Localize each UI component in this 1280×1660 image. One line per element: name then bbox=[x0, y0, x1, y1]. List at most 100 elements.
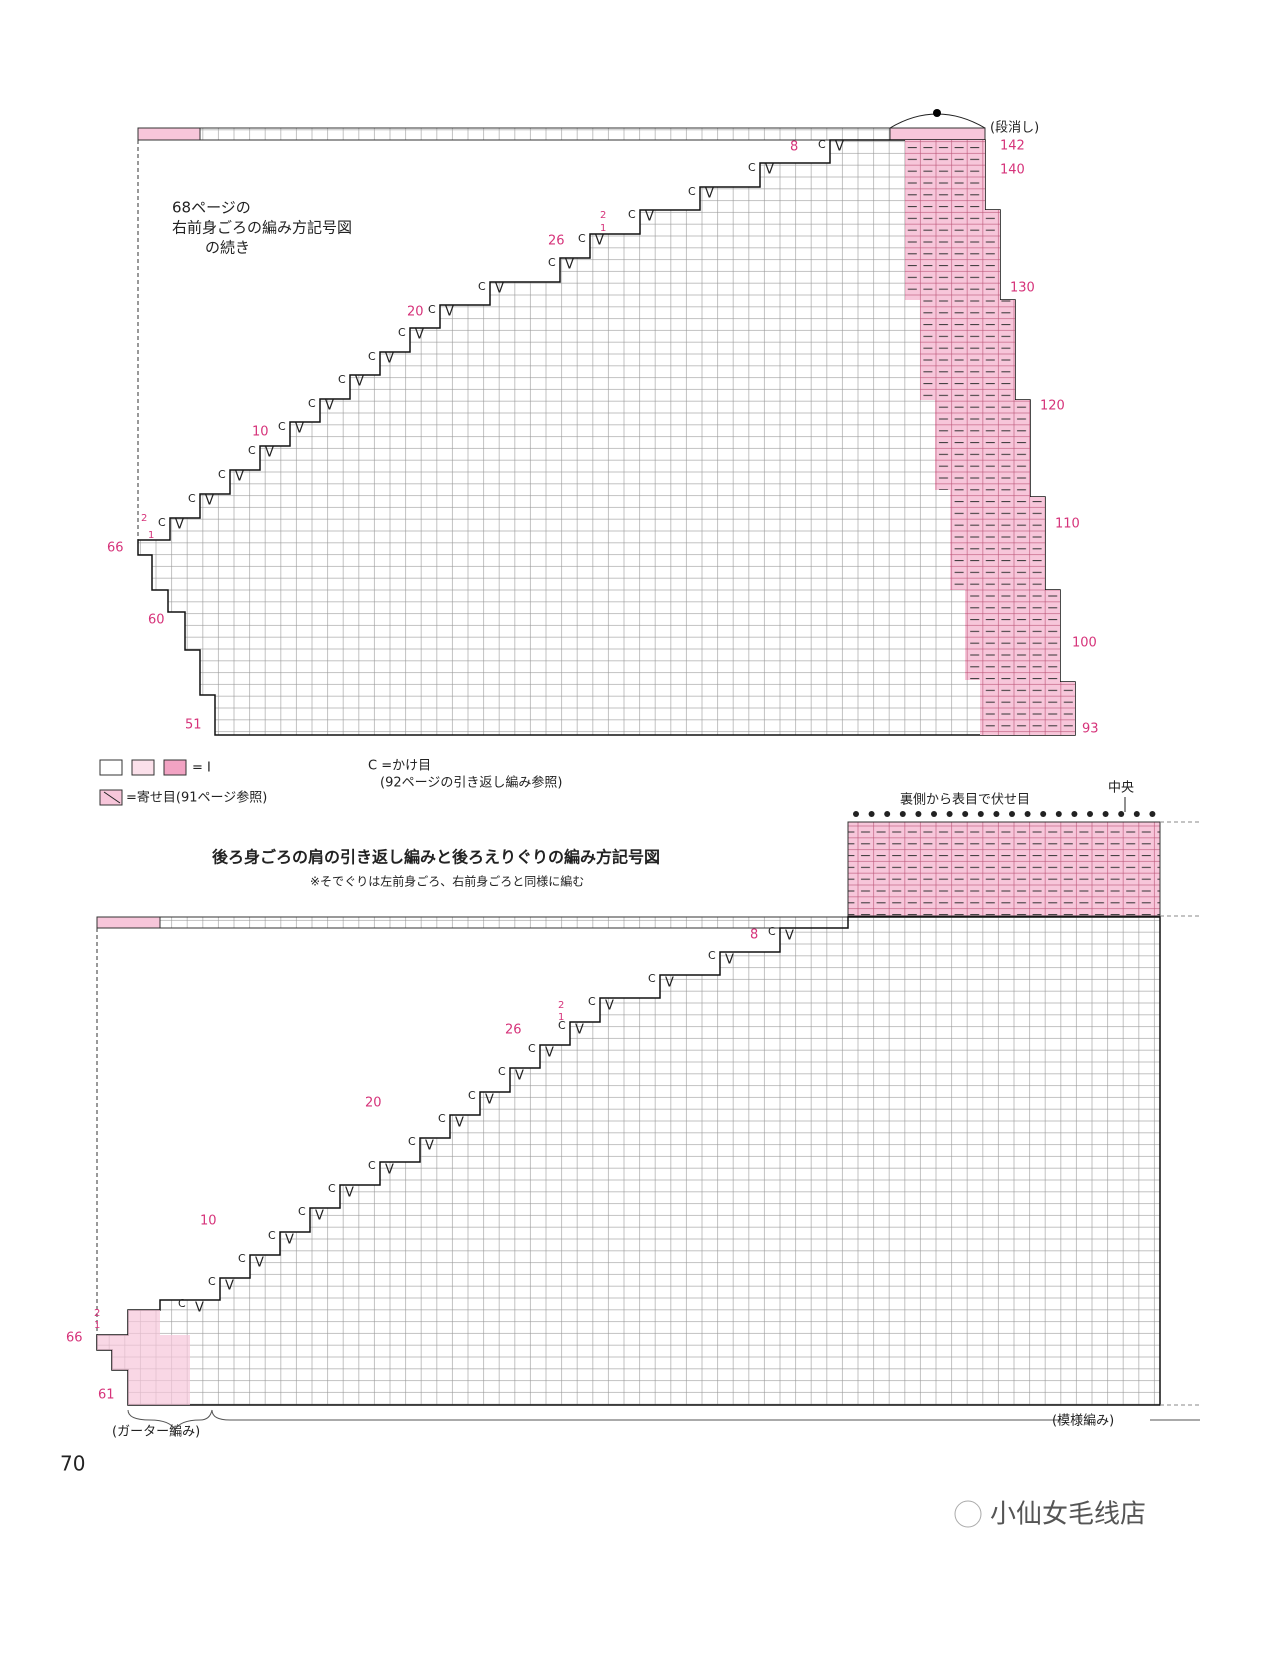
slip-symbol: V bbox=[235, 470, 244, 485]
slip-symbol: V bbox=[325, 399, 334, 414]
row-label: 26 bbox=[548, 234, 565, 249]
row-label: 120 bbox=[1040, 399, 1065, 414]
legend-decrease: =寄せ目(91ページ参照) bbox=[126, 790, 267, 806]
row-label: 93 bbox=[1082, 722, 1099, 737]
yo-symbol: C bbox=[548, 256, 556, 269]
row-label: 10 bbox=[200, 1214, 217, 1229]
slip-symbol: V bbox=[765, 163, 774, 178]
bind-off-dot bbox=[1055, 811, 1062, 817]
slip-symbol: V bbox=[425, 1139, 434, 1154]
yo-symbol: C bbox=[238, 1252, 246, 1265]
slip-symbol: V bbox=[705, 187, 714, 202]
chart-body bbox=[96, 916, 1161, 1406]
yo-symbol: C bbox=[818, 138, 826, 151]
swatch bbox=[99, 759, 123, 776]
yo-symbol: C bbox=[338, 373, 346, 386]
bind-off-dot bbox=[1087, 811, 1093, 817]
bottom-title: 後ろ身ごろの肩の引き返し編みと後ろえりぐりの編み方記号図 bbox=[212, 848, 660, 867]
slip-symbol: V bbox=[725, 953, 734, 968]
bind-off-dot bbox=[1118, 811, 1125, 817]
bind-off-dot bbox=[946, 811, 953, 817]
bind-off-dot bbox=[1071, 811, 1078, 817]
bind-off-dot bbox=[993, 811, 1000, 817]
row-label: 10 bbox=[252, 425, 269, 440]
brace bbox=[211, 1409, 1200, 1421]
yo-symbol: C bbox=[208, 1275, 216, 1288]
slip-symbol: V bbox=[575, 1023, 584, 1038]
bind-off-dot bbox=[915, 811, 922, 817]
page-number: 70 bbox=[60, 1452, 85, 1476]
bind-off-dot bbox=[868, 811, 875, 817]
top-band bbox=[137, 127, 986, 141]
row-label: 26 bbox=[505, 1023, 522, 1038]
row-label: 51 bbox=[185, 718, 202, 733]
slip-symbol: V bbox=[345, 1186, 354, 1201]
yo-symbol: C bbox=[468, 1089, 476, 1102]
bind-off-dot bbox=[853, 811, 859, 817]
slip-symbol: V bbox=[355, 375, 364, 390]
pink-band bbox=[96, 916, 161, 929]
row-label: 110 bbox=[1055, 517, 1080, 532]
yo-symbol: C bbox=[528, 1042, 536, 1055]
row-label: 60 bbox=[148, 613, 165, 628]
top-band bbox=[96, 916, 849, 929]
slip-symbol: V bbox=[605, 999, 614, 1014]
yo-symbol: C bbox=[218, 468, 226, 481]
pink-region bbox=[905, 140, 1075, 735]
row-label: 66 bbox=[66, 1331, 83, 1346]
slip-symbol: V bbox=[445, 305, 454, 320]
yo-symbol: C bbox=[368, 350, 376, 363]
row-label: 66 bbox=[107, 541, 124, 556]
note: の続き bbox=[205, 239, 250, 257]
bind-off-dot bbox=[884, 811, 891, 817]
row-label: (段消し) bbox=[990, 121, 1039, 136]
row-label: 8 bbox=[750, 928, 758, 943]
legend-plain: = I bbox=[192, 761, 211, 776]
yo-symbol: C bbox=[368, 1159, 376, 1172]
row-label: 142 bbox=[1000, 139, 1025, 154]
bind-off-dot bbox=[1040, 811, 1047, 817]
logo bbox=[954, 1500, 982, 1528]
pattern-label: (模様編み) bbox=[1052, 1413, 1114, 1429]
slip-symbol: V bbox=[315, 1209, 324, 1224]
bottom-note: ※そでぐりは左前身ごろ、右前身ごろと同様に編む bbox=[310, 874, 584, 889]
row-label: 2 bbox=[600, 210, 606, 221]
yo-symbol: C bbox=[158, 516, 166, 529]
bind-off-dot bbox=[962, 811, 969, 817]
row-label: 130 bbox=[1010, 281, 1035, 296]
row-label: 100 bbox=[1072, 636, 1097, 651]
pink-band bbox=[137, 127, 201, 141]
swatch bbox=[99, 789, 123, 806]
legend: = I =寄せ目(91ページ参照) C =かけ目 (92ページの引き返し編み参照… bbox=[99, 759, 562, 806]
row-label: 61 bbox=[98, 1388, 115, 1403]
bind-off-dot bbox=[1102, 811, 1109, 817]
slip-symbol: V bbox=[265, 446, 274, 461]
note: 68ページの bbox=[172, 199, 251, 217]
yo-symbol: C bbox=[578, 232, 586, 245]
slip-symbol: V bbox=[785, 929, 794, 944]
yo-symbol: C bbox=[628, 208, 636, 221]
yo-symbol: C bbox=[768, 925, 776, 938]
yo-symbol: C bbox=[278, 420, 286, 433]
slip-symbol: V bbox=[565, 258, 574, 273]
bind-off-dot bbox=[977, 811, 984, 817]
row-label: 140 bbox=[1000, 163, 1025, 178]
dot bbox=[933, 109, 941, 117]
yo-symbol: C bbox=[428, 303, 436, 316]
bind-off-dot bbox=[1024, 811, 1031, 817]
slip-symbol: V bbox=[515, 1069, 524, 1084]
pink-band bbox=[889, 127, 986, 141]
garter-label: (ガーター編み) bbox=[112, 1424, 200, 1440]
bind-off-dot bbox=[1009, 811, 1015, 817]
slip-symbol: V bbox=[545, 1046, 554, 1061]
yo-symbol: C bbox=[298, 1205, 306, 1218]
slip-symbol: V bbox=[415, 328, 424, 343]
yo-symbol: C bbox=[558, 1019, 566, 1032]
slip-symbol: V bbox=[205, 494, 214, 509]
slip-symbol: V bbox=[255, 1256, 264, 1271]
yo-symbol: C bbox=[748, 161, 756, 174]
bind-off-label: 裏側から表目で伏せ目 bbox=[900, 793, 1030, 808]
yo-symbol: C bbox=[268, 1229, 276, 1242]
yo-symbol: C bbox=[188, 492, 196, 505]
